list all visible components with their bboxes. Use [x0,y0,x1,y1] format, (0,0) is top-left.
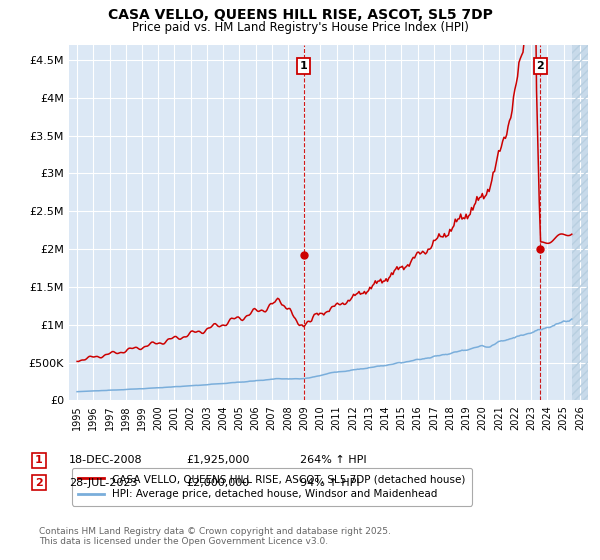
Text: 1: 1 [299,61,307,71]
Text: 2: 2 [536,61,544,71]
Text: 28-JUL-2023: 28-JUL-2023 [69,478,137,488]
Legend: CASA VELLO, QUEENS HILL RISE, ASCOT, SL5 7DP (detached house), HPI: Average pric: CASA VELLO, QUEENS HILL RISE, ASCOT, SL5… [71,468,472,506]
Text: CASA VELLO, QUEENS HILL RISE, ASCOT, SL5 7DP: CASA VELLO, QUEENS HILL RISE, ASCOT, SL5… [107,8,493,22]
Polygon shape [572,45,588,400]
Text: £2,000,000: £2,000,000 [186,478,249,488]
Text: 2: 2 [35,478,43,488]
Text: 264% ↑ HPI: 264% ↑ HPI [300,455,367,465]
Text: Price paid vs. HM Land Registry's House Price Index (HPI): Price paid vs. HM Land Registry's House … [131,21,469,34]
Text: Contains HM Land Registry data © Crown copyright and database right 2025.
This d: Contains HM Land Registry data © Crown c… [39,526,391,546]
Text: £1,925,000: £1,925,000 [186,455,250,465]
Text: 18-DEC-2008: 18-DEC-2008 [69,455,143,465]
Text: 1: 1 [35,455,43,465]
Text: 94% ↑ HPI: 94% ↑ HPI [300,478,359,488]
